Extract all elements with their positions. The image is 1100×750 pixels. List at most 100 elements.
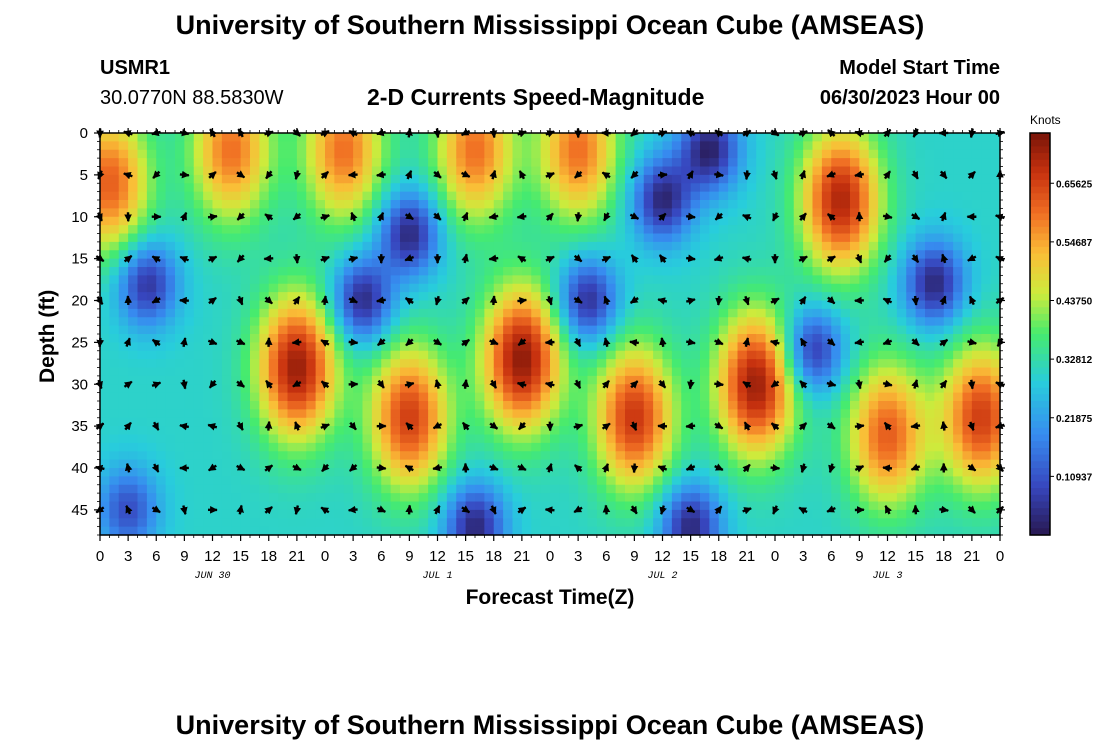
heat-cell (306, 267, 317, 276)
heat-cell (746, 325, 757, 335)
heat-cell (887, 292, 898, 302)
heat-cell (709, 141, 720, 151)
heat-cell (493, 308, 504, 318)
heat-cell (840, 426, 851, 436)
heat-cell (240, 183, 251, 193)
heat-cell (203, 342, 214, 352)
heat-cell (128, 409, 139, 419)
heat-cell (475, 392, 485, 402)
heat-cell (231, 367, 242, 377)
heat-cell (737, 275, 748, 285)
heat-cell (390, 392, 401, 402)
heat-cell (456, 250, 467, 260)
heat-cell (193, 392, 204, 402)
heat-cell (203, 359, 214, 369)
heat-cell (146, 442, 157, 452)
heat-cell (662, 241, 673, 251)
heat-cell (259, 241, 270, 251)
heat-cell (690, 325, 701, 335)
heat-cell (709, 367, 720, 377)
heat-cell (775, 241, 785, 251)
heat-cell (353, 509, 364, 519)
heat-cell (193, 459, 204, 469)
heat-cell (981, 451, 992, 461)
heat-cell (296, 191, 307, 201)
heat-cell (990, 133, 1001, 142)
heat-cell (756, 250, 767, 260)
heat-cell (503, 308, 514, 318)
heat-cell (390, 401, 401, 410)
heat-cell (709, 468, 720, 477)
heat-cell (221, 375, 232, 385)
heat-cell (746, 493, 757, 503)
heat-cell (596, 476, 607, 486)
heat-cell (484, 325, 495, 335)
heat-cell (531, 250, 542, 260)
heat-cell (456, 417, 467, 427)
heat-cell (212, 509, 223, 519)
current-arrow (939, 379, 948, 389)
heat-cell (915, 283, 926, 293)
heat-cell (962, 442, 973, 452)
heat-cell (100, 409, 110, 419)
heat-cell (671, 200, 682, 209)
heat-cell (596, 518, 607, 528)
current-arrow (179, 422, 190, 431)
heat-cell (709, 526, 720, 536)
heat-cell (896, 241, 907, 251)
heat-cell (681, 501, 692, 511)
heat-cell (362, 141, 373, 151)
heat-cell (962, 233, 973, 243)
heat-cell (878, 258, 889, 268)
heat-cell (981, 484, 992, 494)
heat-cell (325, 275, 335, 285)
current-arrow (263, 254, 274, 263)
heat-cell (184, 350, 195, 360)
heat-cell (231, 409, 242, 419)
heat-cell (821, 317, 832, 327)
heat-cell (381, 476, 392, 486)
heat-cell (681, 476, 692, 486)
heat-cell (559, 342, 570, 352)
heat-cell (446, 342, 457, 352)
heat-cell (531, 317, 542, 327)
heat-cell (765, 292, 776, 302)
heat-cell (296, 468, 307, 477)
heat-cell (756, 208, 767, 218)
current-arrow (151, 421, 160, 431)
heat-cell (953, 367, 964, 377)
heat-cell (859, 417, 870, 427)
current-arrow (545, 462, 553, 473)
heat-cell (240, 417, 251, 427)
heat-cell (925, 183, 935, 193)
heat-cell (606, 225, 617, 235)
heat-cell (475, 334, 485, 343)
heat-cell (728, 258, 739, 268)
heat-cell (803, 484, 814, 494)
heat-cell (690, 342, 701, 352)
heat-cell (278, 442, 289, 452)
heat-cell (240, 518, 251, 528)
heat-cell (371, 141, 382, 151)
heat-cell (418, 233, 429, 243)
heat-cell (568, 442, 579, 452)
heat-cell (203, 300, 214, 310)
heat-cell (625, 133, 635, 142)
heat-cell (728, 200, 739, 209)
heat-cell (353, 174, 364, 184)
heat-cell (287, 392, 298, 402)
heat-cell (484, 300, 495, 310)
heat-cell (775, 526, 785, 536)
heat-cell (203, 225, 214, 235)
heat-cell (915, 166, 926, 176)
heat-cell (118, 317, 129, 327)
heat-cell (203, 417, 214, 427)
heat-cell (878, 442, 889, 452)
heat-cell (353, 375, 364, 385)
heat-cell (175, 384, 185, 394)
heat-cell (700, 208, 710, 218)
heat-cell (653, 359, 664, 369)
heat-cell (465, 417, 476, 427)
heat-cell (156, 174, 167, 184)
heat-cell (925, 258, 935, 268)
